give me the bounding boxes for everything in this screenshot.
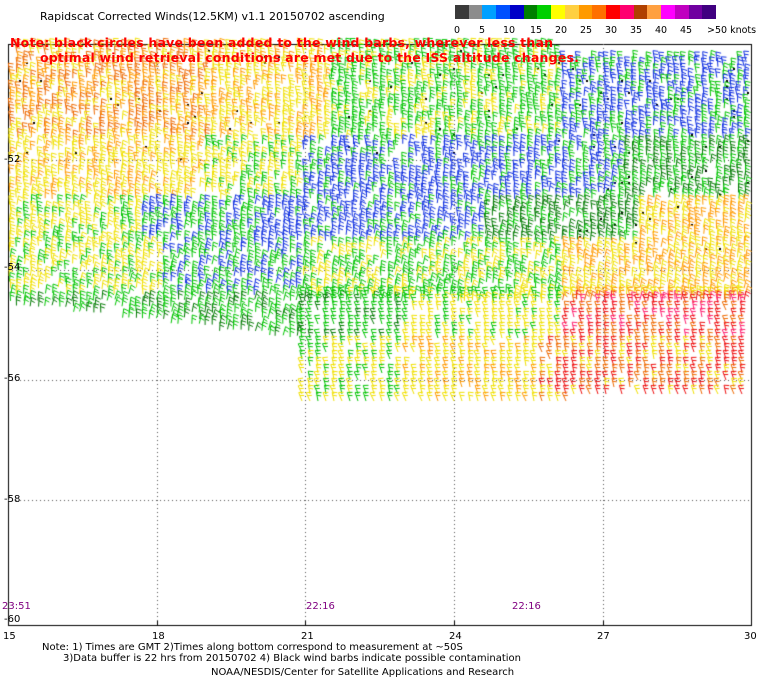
legend-swatch xyxy=(619,5,635,19)
latitude-label: -58 xyxy=(4,494,21,505)
legend-label: 0 xyxy=(454,25,461,36)
legend-label: 15 xyxy=(530,25,543,36)
credit-line: NOAA/NESDIS/Center for Satellite Applica… xyxy=(211,667,515,678)
legend-swatch xyxy=(592,5,607,19)
longitude-label: 30 xyxy=(744,631,757,642)
map-title: Rapidscat Corrected Winds(12.5KM) v1.1 2… xyxy=(40,10,385,23)
legend-swatch xyxy=(661,5,676,19)
longitude-label: 18 xyxy=(152,631,165,642)
latitude-label: -60 xyxy=(4,614,21,625)
legend-label: 25 xyxy=(580,25,593,36)
longitude-label: 27 xyxy=(597,631,610,642)
legend-label: 30 xyxy=(605,25,618,36)
legend-swatch xyxy=(551,5,566,19)
legend-swatch xyxy=(633,5,648,19)
footnote-line-1: Note: 1) Times are GMT 2)Times along bot… xyxy=(42,642,463,653)
note-line-2: optimal wind retrieval conditions are me… xyxy=(40,50,580,65)
note-line-1: Note: black circles have been added to t… xyxy=(10,35,554,50)
latitude-label: -56 xyxy=(4,373,21,384)
legend-label: 10 xyxy=(503,25,516,36)
legend-swatch xyxy=(523,5,538,19)
legend-swatch xyxy=(537,5,552,19)
pass-time: 23:51 xyxy=(2,601,31,612)
footnote-line-2: 3)Data buffer is 22 hrs from 20150702 4)… xyxy=(63,653,521,664)
legend-label: 20 xyxy=(555,25,568,36)
legend-label: 35 xyxy=(630,25,643,36)
legend-swatch xyxy=(606,5,621,19)
legend-swatch xyxy=(702,5,717,19)
legend-swatch xyxy=(509,5,525,19)
legend-swatch xyxy=(674,5,690,19)
legend-swatch xyxy=(647,5,662,19)
legend-swatch xyxy=(688,5,703,19)
latitude-label: -52 xyxy=(4,154,21,165)
legend-swatch xyxy=(468,5,483,19)
legend-swatch xyxy=(564,5,580,19)
longitude-label: 21 xyxy=(301,631,314,642)
longitude-label: 24 xyxy=(449,631,462,642)
legend-label: >50 knots xyxy=(707,25,757,36)
pass-time: 22:16 xyxy=(512,601,541,612)
legend-swatch xyxy=(455,5,470,19)
legend-swatch xyxy=(496,5,511,19)
legend-swatch xyxy=(578,5,593,19)
legend-label: 45 xyxy=(680,25,693,36)
legend-label: 40 xyxy=(655,25,668,36)
legend-label: 5 xyxy=(479,25,486,36)
pass-time: 22:16 xyxy=(306,601,335,612)
longitude-label: 15 xyxy=(3,631,16,642)
latitude-label: -54 xyxy=(4,262,21,273)
legend-swatch xyxy=(482,5,497,19)
